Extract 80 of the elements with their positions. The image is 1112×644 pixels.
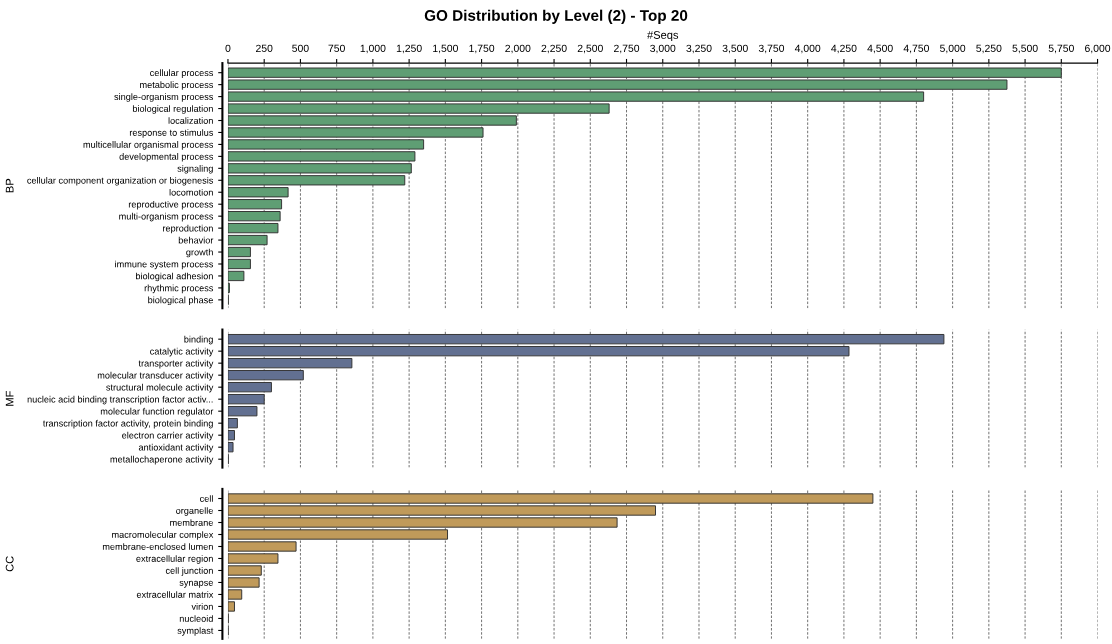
x-tick-label: 5,750 xyxy=(1048,44,1074,54)
y-tick-label: electron carrier activity xyxy=(122,431,214,441)
bar xyxy=(227,270,245,282)
y-tick-label: synapse xyxy=(179,580,213,588)
x-tick-label: 4,500 xyxy=(867,44,893,54)
x-tick-label: 2,250 xyxy=(541,44,567,54)
y-tick-label: membrane-enclosed lumen xyxy=(102,543,213,550)
y-tick-label: virion xyxy=(191,603,213,610)
y-tick-label: structural molecule activity xyxy=(106,383,214,393)
y-tick-label: multi-organism process xyxy=(119,212,214,222)
bar xyxy=(227,346,850,357)
chart-title: GO Distribution by Level (2) - Top 20 xyxy=(424,9,688,24)
y-tick-label: symplast xyxy=(177,627,214,636)
x-tick-label: 5,000 xyxy=(940,44,966,54)
x-tick-label: 4,750 xyxy=(903,44,930,54)
x-tick-label: 6,000 xyxy=(1085,44,1111,54)
y-tick-label: response to stimulus xyxy=(129,129,214,138)
y-axis-title: BP xyxy=(5,178,14,193)
y-tick-label: reproductive process xyxy=(128,200,214,210)
x-tick-label: 2,000 xyxy=(505,44,531,54)
x-tick-label: 3,750 xyxy=(758,44,785,54)
y-tick-label: reproduction xyxy=(163,224,213,234)
y-tick-label: growth xyxy=(186,248,213,258)
y-tick-label: immune system process xyxy=(115,260,214,270)
x-tick-label: 2,750 xyxy=(614,44,640,54)
x-tick-label: 1,750 xyxy=(469,44,495,54)
y-tick-label: biological adhesion xyxy=(136,272,213,282)
y-tick-label: nucleic acid binding transcription factor activ... xyxy=(27,395,213,405)
y-tick-label: locomotion xyxy=(169,188,213,196)
x-tick-label: 1,250 xyxy=(396,44,422,54)
y-tick-label: antioxidant activity xyxy=(138,443,214,453)
y-tick-label: transporter activity xyxy=(138,359,214,369)
x-tick-label: 4,250 xyxy=(831,44,857,54)
y-tick-label: organelle xyxy=(176,507,213,516)
y-tick-label: nucleoid xyxy=(179,615,213,622)
x-tick-label: 3,250 xyxy=(686,44,712,54)
x-tick-label: 4,000 xyxy=(794,44,821,54)
y-tick-label: signaling xyxy=(177,165,213,174)
y-tick-label: behavior xyxy=(178,236,214,244)
y-tick-label: binding xyxy=(184,335,213,345)
x-tick-label: 1,500 xyxy=(433,44,458,54)
y-axis-title: MF xyxy=(5,391,14,406)
y-tick-label: catalytic activity xyxy=(150,347,214,357)
x-tick-label: 500 xyxy=(292,44,309,53)
y-tick-label: localization xyxy=(168,117,213,124)
x-tick-label: 750 xyxy=(328,44,345,53)
bar xyxy=(227,333,945,345)
y-tick-label: cell junction xyxy=(165,567,213,576)
y-tick-label: metallochaperone activity xyxy=(110,455,214,465)
y-tick-label: rhythmic process xyxy=(144,284,214,294)
y-tick-label: cellular component organization or biogenesis xyxy=(27,176,214,186)
x-tick-label: 5,250 xyxy=(976,44,1002,54)
y-tick-label: biological regulation xyxy=(132,105,213,114)
y-tick-label: membrane xyxy=(170,519,213,526)
x-tick-label: 1,000 xyxy=(360,44,386,54)
x-tick-label: 5,500 xyxy=(1012,44,1038,54)
x-tick-label: 3,000 xyxy=(650,44,676,54)
y-tick-label: macromolecular complex xyxy=(112,531,214,540)
y-tick-label: multicellular organismal process xyxy=(83,141,214,150)
y-tick-label: single-organism process xyxy=(114,93,214,102)
y-tick-label: biological phase xyxy=(148,296,213,306)
y-tick-label: extracellular matrix xyxy=(136,591,214,598)
y-tick-label: extracellular region xyxy=(136,555,213,564)
y-axis-title: CC xyxy=(5,556,14,572)
y-tick-label: developmental process xyxy=(119,153,214,162)
x-axis-title: #Seqs xyxy=(647,31,679,42)
bar xyxy=(227,234,268,246)
y-tick-label: molecular function regulator xyxy=(100,407,214,417)
x-tick-label: 3,500 xyxy=(722,44,748,54)
x-tick-label: 0 xyxy=(225,44,231,53)
bar xyxy=(227,246,251,258)
bar xyxy=(227,258,251,270)
y-tick-label: molecular transducer activity xyxy=(97,371,214,381)
x-tick-label: 250 xyxy=(256,44,273,53)
y-tick-label: cellular process xyxy=(150,69,214,78)
y-tick-label: metabolic process xyxy=(140,81,214,90)
y-tick-label: cell xyxy=(200,495,213,502)
bar xyxy=(227,222,279,234)
y-tick-label: transcription factor activity, protein binding xyxy=(43,419,213,429)
x-tick-label: 2,500 xyxy=(577,44,603,54)
